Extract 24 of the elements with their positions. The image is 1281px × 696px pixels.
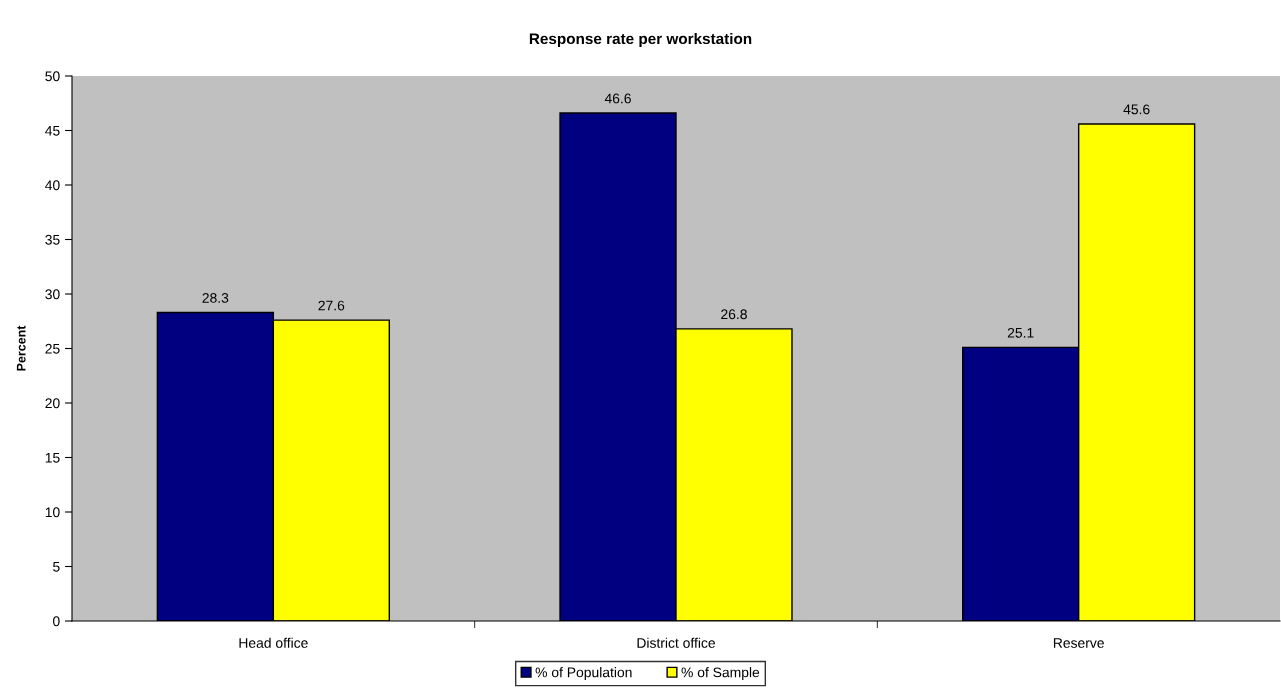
x-tick-label: Head office	[239, 637, 308, 648]
y-tick-label: 20	[45, 398, 60, 409]
y-axis-title: Percent	[16, 325, 26, 371]
x-tick-label: District office	[637, 637, 716, 648]
data-label: 25.1	[1007, 327, 1034, 338]
chart-title: Response rate per workstation	[529, 32, 752, 48]
data-label: 46.6	[604, 93, 631, 104]
y-tick-label: 0	[53, 616, 60, 627]
legend-label: % of Population	[535, 667, 632, 681]
x-tick-label: Reserve	[1053, 638, 1104, 648]
data-label: 45.6	[1123, 104, 1150, 115]
y-tick-label: 15	[45, 452, 60, 463]
data-label: 28.3	[202, 293, 229, 303]
y-tick-label: 50	[45, 71, 60, 82]
y-tick-label: 25	[45, 343, 60, 354]
y-tick-label: 40	[45, 180, 60, 191]
legend-label: % of Sample	[681, 667, 760, 681]
y-tick-label: 5	[53, 561, 60, 572]
data-label: 26.8	[721, 309, 747, 320]
y-tick-label: 45	[45, 125, 60, 136]
y-tick-label: 35	[45, 234, 60, 245]
y-tick-label: 30	[45, 289, 60, 300]
y-tick-label: 10	[45, 507, 60, 518]
data-label: 27.6	[318, 300, 345, 311]
